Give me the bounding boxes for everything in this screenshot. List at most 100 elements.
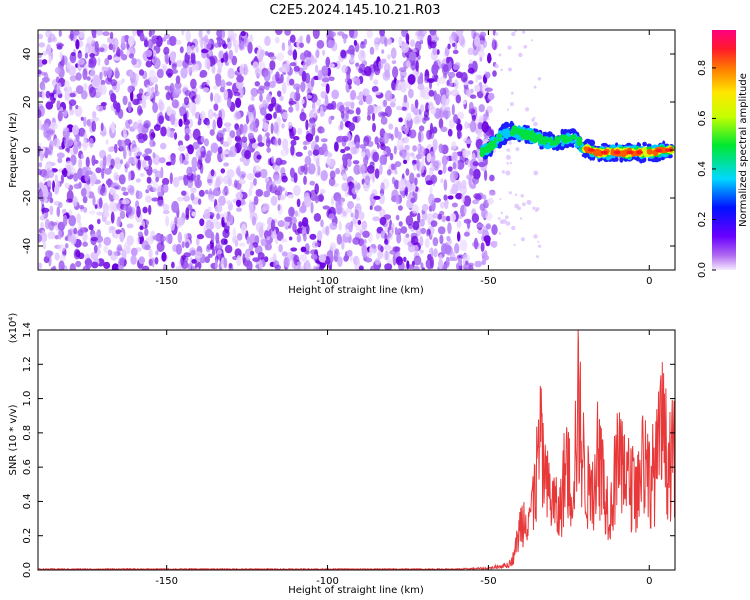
- x-tick-label: -100: [316, 576, 339, 587]
- noise-blob: [523, 44, 528, 49]
- noise-blob: [448, 34, 455, 44]
- noise-blob: [346, 249, 353, 257]
- noise-blob: [372, 122, 376, 133]
- noise-blob: [236, 207, 242, 212]
- noise-blob: [184, 133, 190, 142]
- noise-blob: [400, 75, 405, 83]
- noise-blob: [268, 103, 274, 112]
- noise-blob: [325, 83, 330, 94]
- noise-blob: [214, 204, 223, 213]
- noise-blob: [391, 222, 395, 231]
- noise-blob: [119, 231, 125, 243]
- noise-blob: [477, 133, 483, 138]
- noise-blob: [445, 215, 451, 222]
- noise-blob: [91, 120, 97, 132]
- noise-blob: [135, 178, 141, 183]
- noise-blob: [57, 229, 63, 240]
- noise-blob: [275, 36, 280, 44]
- noise-blob: [152, 180, 159, 193]
- noise-blob: [125, 204, 133, 216]
- snr-series-line: [38, 330, 675, 570]
- noise-blob: [151, 257, 155, 268]
- noise-blob: [41, 59, 48, 65]
- noise-blob: [354, 209, 359, 220]
- noise-blob: [148, 248, 153, 259]
- noise-blob: [42, 85, 46, 91]
- noise-blob: [406, 60, 411, 68]
- noise-blob: [287, 194, 294, 199]
- noise-blob: [72, 124, 79, 136]
- noise-blob: [257, 142, 265, 147]
- noise-blob: [90, 177, 95, 187]
- noise-blob: [481, 259, 487, 265]
- noise-blob: [242, 124, 246, 137]
- noise-blob: [143, 39, 149, 48]
- noise-blob: [162, 210, 170, 215]
- noise-blob: [92, 34, 97, 39]
- noise-blob: [274, 164, 281, 173]
- noise-blob: [355, 107, 361, 115]
- noise-blob: [270, 195, 278, 206]
- noise-blob: [310, 93, 318, 103]
- noise-blob: [215, 232, 220, 244]
- noise-blob: [226, 97, 232, 108]
- noise-blob: [328, 177, 336, 187]
- noise-blob: [361, 178, 365, 185]
- noise-blob: [511, 31, 516, 37]
- noise-blob: [444, 46, 450, 57]
- noise-blob: [363, 136, 370, 147]
- ridge-peak: [600, 150, 608, 155]
- snr-x-label: Height of straight line (km): [288, 585, 424, 596]
- noise-blob: [314, 183, 320, 195]
- noise-blob: [131, 57, 137, 66]
- noise-blob: [187, 204, 193, 211]
- noise-blob: [151, 38, 158, 43]
- noise-blob: [373, 205, 382, 212]
- noise-blob: [419, 249, 424, 254]
- noise-blob: [506, 154, 511, 160]
- noise-blob: [269, 183, 278, 194]
- noise-blob: [167, 72, 172, 79]
- noise-blob: [312, 30, 320, 39]
- noise-blob: [429, 248, 433, 255]
- noise-blob: [41, 71, 46, 76]
- noise-blob: [409, 152, 415, 157]
- noise-blob: [474, 260, 483, 268]
- noise-blob: [223, 122, 232, 127]
- noise-blob: [447, 166, 453, 172]
- noise-blob: [227, 150, 233, 158]
- noise-blob: [113, 193, 120, 201]
- noise-blob: [185, 152, 189, 162]
- noise-blob: [347, 200, 354, 210]
- noise-blob: [252, 242, 258, 248]
- noise-blob: [236, 255, 242, 267]
- noise-blob: [236, 75, 244, 83]
- noise-blob: [357, 220, 362, 225]
- noise-blob: [122, 198, 130, 205]
- noise-blob: [314, 242, 321, 247]
- snr-y-ticks: 0.0 0.2 0.4 0.6 0.8 1.0 1.2 1.4: [22, 322, 675, 578]
- noise-blob: [327, 152, 333, 158]
- noise-blob: [149, 30, 156, 36]
- noise-blob: [77, 52, 83, 60]
- noise-blob: [462, 253, 470, 263]
- noise-blob: [57, 221, 65, 231]
- noise-blob: [449, 212, 457, 222]
- noise-blob: [457, 129, 461, 140]
- noise-blob: [363, 66, 372, 77]
- noise-blob: [49, 205, 54, 216]
- noise-blob: [152, 102, 159, 114]
- y-tick-label: 0.8: [22, 425, 33, 441]
- noise-blob: [412, 159, 418, 165]
- noise-blob: [394, 226, 398, 236]
- noise-blob: [109, 31, 114, 39]
- noise-blob: [522, 202, 526, 207]
- noise-blob: [115, 49, 124, 57]
- noise-blob: [206, 58, 211, 70]
- noise-blob: [285, 146, 289, 155]
- noise-blob: [76, 213, 81, 224]
- noise-blob: [395, 214, 400, 221]
- noise-blob: [522, 30, 526, 34]
- noise-blob: [277, 90, 282, 97]
